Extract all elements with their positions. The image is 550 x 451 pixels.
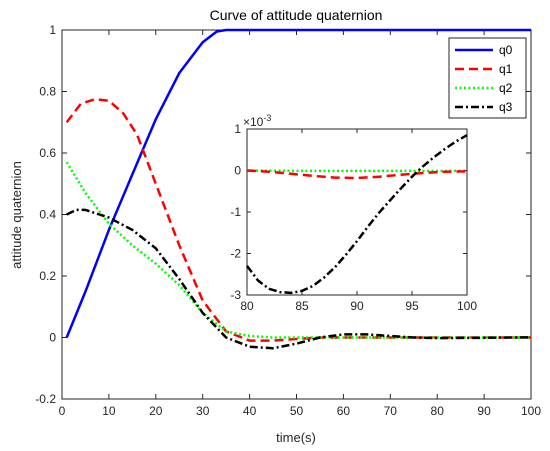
inset-x-tick-label: 95 — [405, 299, 419, 313]
inset-x-tick-label: 80 — [240, 299, 254, 313]
x-tick-label: 40 — [243, 404, 257, 418]
inset-y-tick-label: 1 — [234, 122, 241, 136]
series-line-q3 — [66, 208, 532, 350]
x-tick-label: 20 — [149, 404, 163, 418]
y-tick-label: -0.2 — [35, 392, 56, 406]
inset-series-line-q3 — [246, 134, 468, 295]
inset-plot-area — [246, 128, 468, 296]
inset-multiplier-exponent: -3 — [263, 113, 271, 123]
y-axis-label: attitude quaternion — [9, 161, 24, 269]
y-tick-label: 0.8 — [39, 85, 56, 99]
inset-y-tick-label: -1 — [230, 205, 241, 219]
y-tick-label: 1 — [49, 23, 56, 37]
inset-x-tick-label: 90 — [350, 299, 364, 313]
y-tick-label: 0.4 — [39, 208, 56, 222]
x-tick-label: 30 — [196, 404, 210, 418]
x-tick-label: 60 — [337, 404, 351, 418]
x-tick-label: 10 — [102, 404, 116, 418]
y-tick-label: 0.2 — [39, 269, 56, 283]
series-line-q0 — [65, 28, 531, 338]
x-axis-label: time(s) — [276, 430, 316, 445]
legend-label-q3: q3 — [499, 100, 513, 114]
inset-x-tick-label: 85 — [295, 299, 309, 313]
chart-title: Curve of attitude quaternion — [210, 7, 383, 23]
inset-y-multiplier: ×10-3 — [243, 113, 271, 129]
inset-multiplier-base: ×10 — [243, 115, 264, 129]
series-line-q2 — [65, 161, 531, 339]
inset-series-line-q1 — [246, 169, 468, 180]
legend-box — [448, 37, 527, 119]
x-tick-label: 70 — [384, 404, 398, 418]
y-tick-label: 0 — [49, 331, 56, 345]
x-tick-label: 0 — [59, 404, 66, 418]
legend-label-q1: q1 — [499, 62, 513, 76]
inset-y-tick-label: 0 — [234, 164, 241, 178]
inset-y-tick-label: -3 — [230, 288, 241, 302]
main-axis-ticks: 0 10 20 30 40 50 60 70 80 90 100-0.200.20.40.60.81 — [35, 23, 541, 418]
legend-label-q0: q0 — [499, 43, 513, 57]
legend: q0 q1 q2 q3 — [448, 37, 527, 119]
inset-y-tick-label: -2 — [230, 247, 241, 261]
x-tick-label: 80 — [431, 404, 445, 418]
inset-x-tick-label: 100 — [457, 299, 477, 313]
x-tick-label: 100 — [521, 404, 541, 418]
legend-label-q2: q2 — [499, 81, 513, 95]
main-series-lines — [65, 28, 532, 350]
y-tick-label: 0.6 — [39, 146, 56, 160]
x-tick-label: 90 — [477, 404, 491, 418]
inset-zoom-chart: 80 85 90 95 100-3-2-101 ×10-3 — [230, 113, 477, 313]
x-tick-label: 50 — [290, 404, 304, 418]
